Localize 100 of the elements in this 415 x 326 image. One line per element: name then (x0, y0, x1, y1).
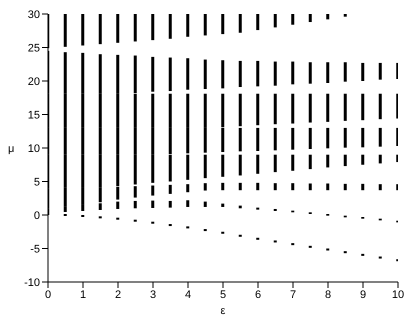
bar (168, 184, 172, 194)
bar (81, 14, 84, 46)
bar (151, 186, 154, 196)
bar (186, 184, 190, 192)
bar (186, 58, 190, 90)
bar (291, 154, 294, 171)
x-tick-label: 5 (220, 288, 226, 301)
bar (344, 14, 347, 17)
bar (238, 182, 242, 190)
bar (204, 60, 207, 90)
y-axis-title: μ (8, 142, 14, 155)
y-tick-label: 0 (34, 210, 40, 222)
bar (291, 14, 294, 25)
x-tick-label: 10 (392, 288, 404, 301)
bar (291, 128, 294, 150)
x-tick-label: 8 (324, 288, 332, 301)
y-tick-label: -5 (30, 243, 40, 256)
bar (151, 200, 154, 208)
x-tick-label: 4 (184, 288, 192, 301)
bar (378, 128, 382, 147)
bar (326, 128, 330, 148)
bar (204, 183, 207, 191)
bar (238, 14, 242, 33)
x-tick-label: 1 (80, 288, 86, 301)
x-tick-label: 7 (290, 288, 296, 301)
bar (238, 206, 242, 208)
bar (291, 183, 294, 190)
bar (256, 182, 260, 190)
bar (186, 200, 190, 207)
bar (308, 154, 312, 170)
bar (378, 62, 382, 80)
bar (64, 214, 67, 216)
bar (221, 60, 224, 88)
y-tick-label: 20 (28, 76, 40, 88)
bar (361, 62, 364, 81)
bar (378, 184, 382, 190)
bar (151, 14, 154, 40)
bar (256, 60, 260, 86)
y-tick-label: 25 (28, 42, 40, 54)
bar (344, 154, 347, 166)
y-tick-label: 15 (28, 109, 40, 122)
bar (344, 184, 347, 190)
bar (204, 154, 207, 178)
y-tick-label: 30 (28, 8, 40, 21)
bar (238, 60, 242, 88)
bar (326, 154, 330, 168)
bar (168, 14, 172, 39)
bar (221, 154, 224, 177)
bar (238, 94, 242, 126)
bar (134, 14, 137, 42)
bar (308, 94, 312, 123)
bar (274, 154, 277, 172)
bar (151, 56, 154, 92)
bar (168, 58, 172, 92)
bar (361, 154, 364, 165)
bar (116, 202, 120, 209)
bar (221, 14, 224, 34)
bar (344, 62, 347, 82)
bar (378, 154, 382, 164)
bar (361, 128, 364, 148)
bar (238, 128, 242, 152)
bar (256, 94, 260, 126)
bar (274, 62, 277, 86)
bar (378, 94, 382, 120)
bar (308, 128, 312, 150)
y-tick-label: 10 (28, 142, 40, 155)
x-tick-label: 2 (114, 288, 122, 301)
bar (344, 94, 347, 121)
bar (98, 14, 102, 44)
bar (308, 184, 312, 190)
bar (326, 94, 330, 122)
bar (274, 14, 277, 28)
bar (291, 94, 294, 124)
bar (308, 14, 312, 22)
x-axis-title: ε (220, 305, 226, 317)
x-tick-label: 0 (44, 288, 52, 301)
x-tick-label: 6 (254, 288, 262, 301)
bar (308, 62, 312, 84)
bar (186, 14, 190, 37)
bar (274, 183, 277, 190)
bar (221, 182, 224, 190)
bar (256, 128, 260, 152)
bar (344, 128, 347, 148)
bar (291, 62, 294, 84)
bar (238, 154, 242, 176)
bar (326, 184, 330, 190)
bar (134, 200, 137, 208)
y-tick-label: -10 (24, 276, 40, 289)
y-tick-label: 5 (34, 176, 40, 188)
bar (204, 202, 207, 207)
bar (221, 204, 224, 207)
x-tick-label: 9 (360, 288, 366, 301)
bar (256, 154, 260, 174)
bar (326, 14, 330, 20)
bar (361, 184, 364, 190)
bar (64, 14, 67, 47)
bar (168, 200, 172, 208)
bar (256, 14, 260, 30)
bar (116, 14, 120, 43)
bar (274, 128, 277, 150)
